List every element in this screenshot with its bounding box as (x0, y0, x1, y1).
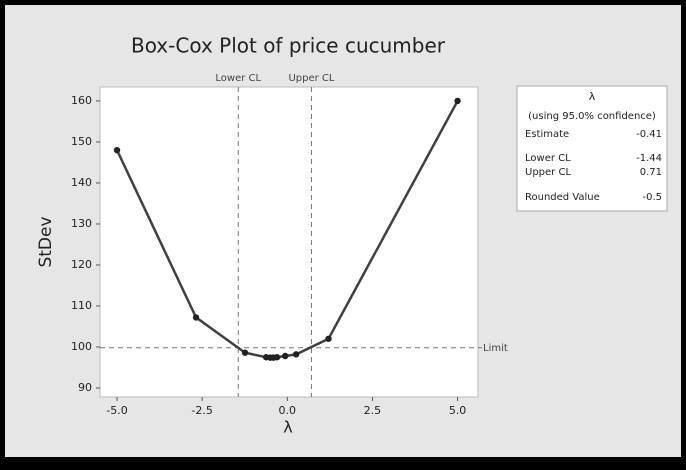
info-value: -0.5 (642, 192, 662, 203)
y-tick-label: 140 (71, 176, 92, 189)
chart-title: Box-Cox Plot of price cucumber (131, 34, 446, 58)
y-tick-label: 110 (71, 299, 92, 312)
x-tick-label: 5.0 (449, 404, 467, 417)
point (241, 349, 249, 356)
y-tick-label: 90 (78, 381, 92, 394)
y-tick-label: 160 (71, 94, 92, 107)
y-tick-label: 100 (71, 340, 92, 353)
reference-label: Lower CL (215, 73, 261, 84)
y-tick-label: 120 (71, 258, 92, 271)
x-tick-label: -2.5 (191, 404, 212, 417)
info-subtitle: (using 95.0% confidence) (528, 111, 656, 122)
x-tick-label: 0.0 (279, 404, 297, 417)
info-label: Rounded Value (525, 192, 600, 203)
y-axis-label: StDev (36, 216, 56, 267)
x-axis-label: λ (283, 418, 292, 437)
info-label: Estimate (525, 129, 569, 140)
reference-label: Limit (483, 343, 508, 354)
point (113, 146, 121, 154)
point (454, 97, 461, 105)
y-tick-label: 150 (71, 135, 92, 148)
point (325, 335, 332, 342)
info-title: λ (589, 90, 596, 103)
reference-label: Upper CL (288, 73, 334, 84)
info-label: Lower CL (525, 153, 571, 164)
info-value: -0.41 (636, 129, 662, 140)
x-tick-label: 2.5 (364, 404, 382, 417)
plot-area (99, 86, 479, 398)
point (282, 352, 289, 360)
info-label: Upper CL (525, 167, 571, 178)
x-tick-label: -5.0 (106, 404, 127, 417)
info-value: -1.44 (636, 153, 662, 164)
info-box (516, 85, 668, 212)
point (192, 314, 200, 321)
point (273, 354, 281, 361)
info-value: 0.71 (640, 167, 662, 178)
point (292, 351, 300, 358)
y-tick-label: 130 (71, 217, 92, 230)
